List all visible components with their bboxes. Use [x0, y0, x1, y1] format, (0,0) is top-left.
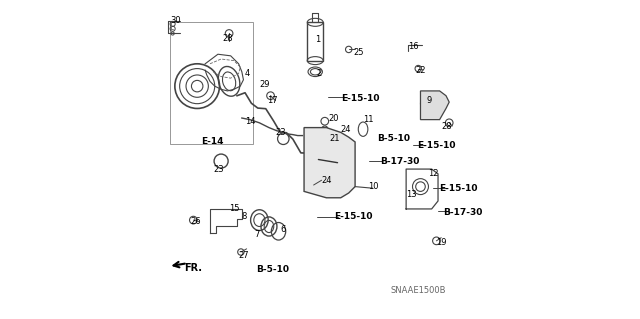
Text: 11: 11 [363, 115, 374, 124]
Text: 24: 24 [321, 176, 332, 185]
Text: 9: 9 [427, 96, 432, 105]
Text: 24: 24 [340, 125, 351, 134]
Text: 13: 13 [406, 190, 417, 199]
Text: 6: 6 [280, 225, 285, 234]
Text: B-17-30: B-17-30 [381, 157, 420, 166]
Text: 10: 10 [368, 182, 378, 191]
Text: 19: 19 [436, 238, 447, 247]
Text: 4: 4 [245, 69, 250, 78]
Text: 29: 29 [259, 80, 270, 89]
Text: 16: 16 [408, 42, 419, 51]
Text: E-15-10: E-15-10 [334, 212, 373, 221]
Text: 2: 2 [317, 69, 322, 78]
Text: E-15-10: E-15-10 [340, 94, 380, 103]
Text: 21: 21 [330, 134, 340, 143]
Text: SNAAE1500B: SNAAE1500B [390, 286, 445, 295]
Text: 23: 23 [213, 165, 224, 174]
Text: B-5-10: B-5-10 [378, 134, 410, 143]
Text: 20: 20 [328, 114, 339, 122]
Text: 30: 30 [171, 16, 181, 25]
Text: B-17-30: B-17-30 [443, 208, 482, 217]
Text: E-15-10: E-15-10 [417, 141, 456, 150]
Text: B-5-10: B-5-10 [256, 265, 289, 274]
Text: 17: 17 [268, 96, 278, 105]
Bar [307, 22, 323, 61]
Text: 7: 7 [255, 230, 260, 239]
Text: 28: 28 [223, 34, 234, 43]
Text: 23: 23 [275, 128, 286, 137]
Polygon shape [420, 91, 449, 120]
Text: 12: 12 [428, 169, 439, 178]
Text: 8: 8 [242, 212, 247, 221]
Text: 14: 14 [245, 117, 255, 126]
Text: 25: 25 [353, 48, 364, 57]
Text: 22: 22 [416, 66, 426, 75]
Text: E-15-10: E-15-10 [440, 184, 478, 193]
Text: 27: 27 [239, 251, 250, 260]
Text: E-14: E-14 [202, 137, 224, 146]
Text: 26: 26 [191, 217, 202, 226]
Text: 15: 15 [229, 204, 239, 213]
Polygon shape [304, 128, 355, 198]
Text: FR.: FR. [184, 263, 202, 273]
Text: 1: 1 [316, 35, 321, 44]
Text: 28: 28 [441, 122, 452, 130]
Bar [170, 22, 253, 144]
